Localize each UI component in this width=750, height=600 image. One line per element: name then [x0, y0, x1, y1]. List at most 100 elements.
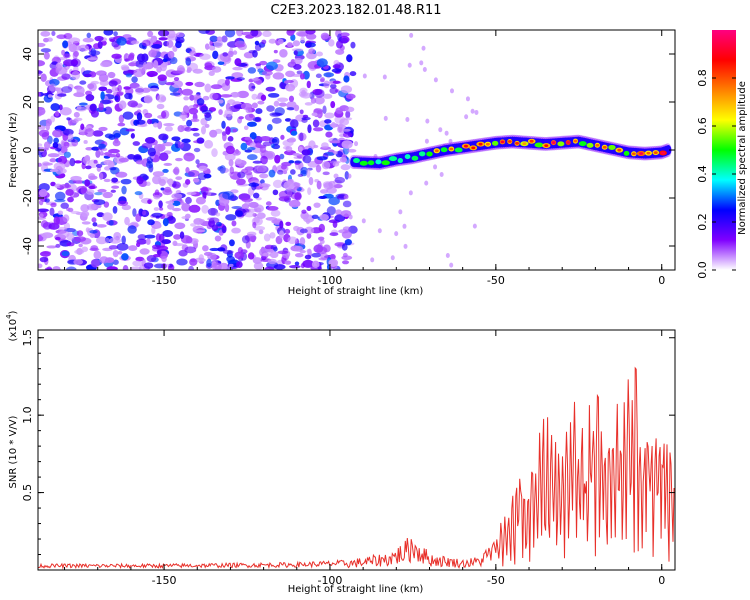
noise-blob: [232, 66, 243, 71]
signal-peak: [515, 141, 520, 145]
noise-blob: [68, 43, 77, 53]
noise-blob: [288, 61, 296, 67]
noise-blob: [89, 185, 98, 190]
noise-blob: [221, 120, 226, 129]
noise-blob: [331, 121, 336, 129]
noise-blob: [61, 86, 73, 93]
noise-blob: [98, 86, 108, 92]
noise-blob: [172, 168, 180, 175]
noise-blob: [403, 243, 408, 249]
noise-blob: [209, 35, 219, 42]
noise-blob: [318, 195, 328, 200]
noise-blob: [464, 114, 469, 120]
noise-blob: [201, 204, 209, 214]
noise-blob: [256, 165, 267, 173]
noise-blob: [156, 249, 162, 255]
noise-blob: [89, 103, 97, 112]
noise-blob: [311, 260, 320, 268]
noise-blob: [145, 238, 151, 245]
noise-blob: [252, 221, 257, 229]
noise-blob: [259, 146, 267, 154]
noise-blob: [125, 40, 131, 45]
noise-blob: [251, 77, 260, 81]
noise-blob: [241, 31, 253, 36]
noise-blob: [185, 167, 190, 174]
noise-blob: [341, 128, 351, 132]
noise-blob: [207, 207, 218, 216]
snr-xtick-label: -50: [487, 574, 505, 587]
noise-blob: [52, 129, 63, 138]
noise-blob: [211, 66, 222, 73]
noise-blob: [193, 147, 201, 153]
noise-blob: [127, 100, 139, 108]
snr-y-axis: 0.5 1.0 1.5: [21, 329, 675, 556]
noise-blob: [88, 204, 100, 210]
noise-blob: [145, 181, 151, 186]
noise-blob: [152, 171, 165, 177]
noise-blob: [246, 154, 258, 161]
noise-blob: [108, 80, 118, 87]
noise-blob: [343, 117, 353, 121]
noise-blob: [138, 66, 146, 72]
noise-blob: [167, 203, 175, 210]
noise-blob: [340, 85, 353, 94]
spectrogram-panel: -150 -100 -50 0 -40 -20 0 20 40 Height of strai…: [8, 29, 676, 297]
noise-blob: [76, 105, 82, 110]
spectrogram-xtick-label: -100: [317, 274, 342, 287]
noise-blob: [89, 229, 98, 234]
noise-blob: [135, 213, 142, 223]
noise-blob: [51, 61, 58, 65]
noise-blob: [38, 42, 46, 47]
noise-blob: [118, 100, 127, 110]
noise-blob: [137, 234, 147, 240]
noise-blob: [67, 207, 74, 213]
signal-core: [578, 141, 587, 147]
noise-blob: [71, 70, 81, 80]
snr-x-axis-title: Height of straight line (km): [288, 584, 424, 595]
noise-blob: [217, 99, 224, 104]
noise-blob: [370, 257, 375, 263]
noise-blob: [362, 73, 367, 79]
noise-blob: [330, 83, 337, 89]
noise-blob: [81, 211, 90, 217]
noise-blob: [82, 37, 94, 43]
noise-blob: [273, 264, 286, 270]
noise-blob: [55, 66, 68, 75]
noise-blob: [296, 30, 308, 37]
noise-blob: [153, 143, 166, 152]
noise-blob: [141, 210, 147, 216]
noise-blob: [299, 228, 308, 234]
noise-blob: [163, 162, 173, 167]
noise-blob: [144, 112, 153, 119]
noise-blob: [354, 141, 359, 147]
noise-blob: [175, 32, 185, 38]
noise-blob: [228, 239, 235, 247]
noise-blob: [231, 72, 244, 79]
noise-blob: [344, 106, 355, 113]
noise-blob: [38, 208, 49, 213]
noise-blob: [243, 211, 255, 218]
noise-blob: [184, 246, 197, 254]
noise-blob: [157, 74, 167, 81]
colorbar-tick-label: 0.6: [696, 117, 709, 135]
noise-blob: [209, 45, 216, 51]
noise-blob: [273, 49, 278, 54]
noise-blob: [252, 192, 260, 199]
colorbar-tick-label: 0.8: [696, 69, 709, 87]
noise-blob: [261, 70, 273, 76]
noise-blob: [47, 153, 60, 158]
noise-blob: [261, 182, 267, 187]
noise-blob: [306, 248, 312, 254]
noise-blob: [305, 30, 316, 35]
noise-blob: [61, 250, 70, 257]
noise-blob: [311, 214, 319, 220]
snr-x-axis: -150 -100 -50 0: [64, 330, 665, 587]
noise-blob: [134, 191, 143, 196]
noise-blob: [247, 252, 255, 260]
noise-blob: [250, 30, 259, 37]
noise-blob: [59, 107, 72, 116]
noise-blob: [148, 49, 157, 58]
noise-blob: [222, 249, 234, 255]
noise-blob: [328, 258, 339, 267]
noise-blob: [265, 201, 272, 206]
